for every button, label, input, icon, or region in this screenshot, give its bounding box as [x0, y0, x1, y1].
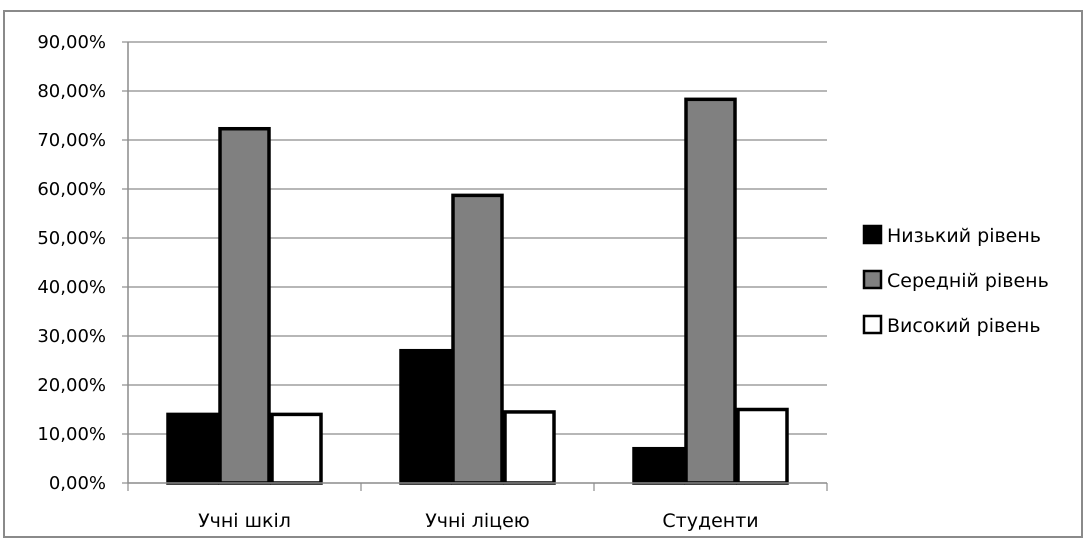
bar-3-3 [736, 407, 789, 485]
bars [166, 97, 789, 485]
bar-2-2 [451, 193, 504, 485]
bar-1-2 [399, 348, 452, 485]
y-tick-label: 80,00% [37, 81, 106, 102]
legend: Низький рівень Середній рівень Високий рів… [862, 224, 1049, 337]
y-axis-tick-labels: 0,00% 10,00% 20,00% 30,00% 40,00% 50,00% 60,00… [37, 32, 106, 494]
bar-2-1 [218, 126, 271, 485]
legend-swatch-3 [862, 314, 883, 335]
x-axis-category-labels: Учні шкіл Учні ліцею Студенти [198, 510, 759, 532]
x-category-label: Студенти [662, 510, 758, 532]
bar-1-3 [632, 446, 685, 485]
axes [122, 41, 828, 491]
legend-swatch-2 [862, 269, 883, 290]
x-category-label: Учні шкіл [198, 510, 291, 532]
y-tick-label: 90,00% [37, 32, 106, 53]
y-tick-label: 60,00% [37, 179, 106, 200]
bar-3-2 [503, 410, 556, 485]
bar-1-1 [166, 412, 219, 485]
y-tick-label: 30,00% [37, 326, 106, 347]
x-category-label: Учні ліцею [425, 510, 530, 532]
legend-label-3: Високий рівень [887, 315, 1041, 337]
legend-swatch-1 [862, 224, 883, 245]
y-tick-label: 50,00% [37, 228, 106, 249]
y-tick-label: 70,00% [37, 130, 106, 151]
y-tick-label: 40,00% [37, 277, 106, 298]
legend-label-1: Низький рівень [887, 225, 1041, 247]
bar-3-1 [270, 412, 323, 485]
y-tick-label: 0,00% [49, 473, 106, 494]
y-tick-label: 10,00% [37, 424, 106, 445]
legend-label-2: Середній рівень [887, 270, 1049, 292]
bar-2-3 [684, 97, 737, 485]
y-tick-label: 20,00% [37, 375, 106, 396]
